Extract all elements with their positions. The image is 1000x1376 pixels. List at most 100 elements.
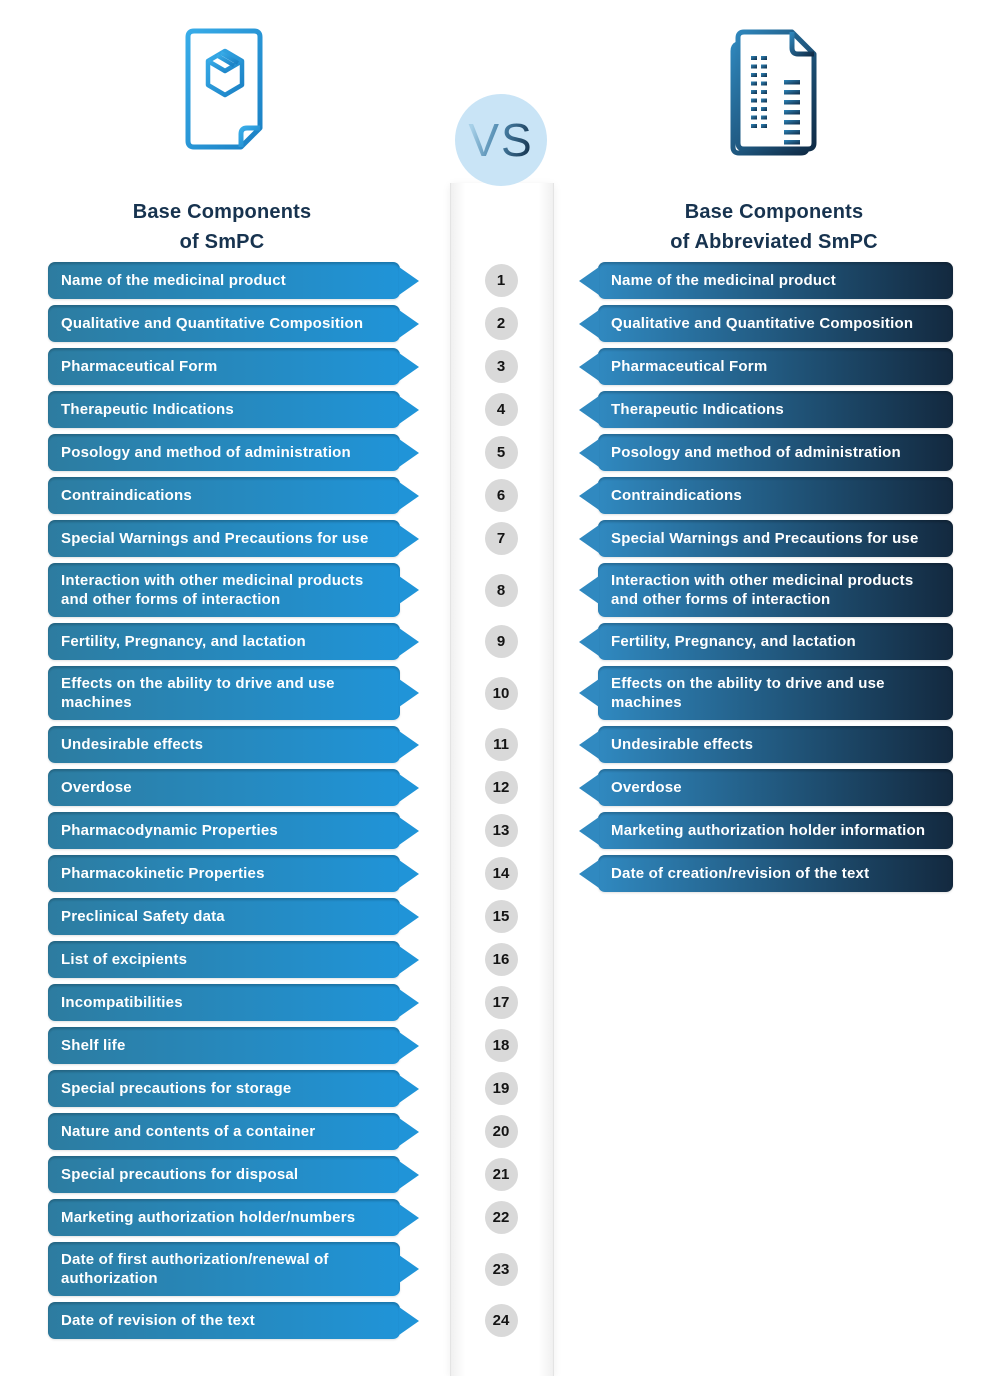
list-item-right-label: Special Warnings and Precautions for use — [611, 530, 919, 547]
list-item-left: Qualitative and Quantitative Composition — [48, 305, 400, 342]
list-item-right: Name of the medicinal product — [598, 262, 953, 299]
list-item-left-label: Nature and contents of a container — [61, 1123, 316, 1140]
row-number: 13 — [484, 814, 518, 847]
comparison-row: Effects on the ability to drive and use … — [0, 666, 1000, 720]
list-item-left-label: Fertility, Pregnancy, and lactation — [61, 633, 306, 650]
row-number: 22 — [484, 1201, 518, 1234]
list-item-left: Fertility, Pregnancy, and lactation — [48, 623, 400, 660]
list-item-left: Therapeutic Indications — [48, 391, 400, 428]
comparison-row: Contraindications 6 Contraindications — [0, 477, 1000, 514]
row-number: 8 — [484, 573, 518, 607]
row-number: 17 — [484, 986, 518, 1019]
comparison-row: Date of revision of the text 24 — [0, 1302, 1000, 1339]
list-item-right: Contraindications — [598, 477, 953, 514]
list-item-right: Qualitative and Quantitative Composition — [598, 305, 953, 342]
list-item-left: Special precautions for storage — [48, 1070, 400, 1107]
list-item-right-label: Interaction with other medicinal product… — [611, 572, 914, 608]
list-item-right: Date of creation/revision of the text — [598, 855, 953, 892]
list-item-left-label: Therapeutic Indications — [61, 401, 234, 418]
comparison-row: List of excipients 16 — [0, 941, 1000, 978]
list-item-left: Date of first authorization/renewal of a… — [48, 1242, 400, 1296]
list-item-left: List of excipients — [48, 941, 400, 978]
list-item-left-label: Overdose — [61, 779, 132, 796]
row-number: 1 — [484, 264, 518, 297]
comparison-row: Special precautions for storage 19 — [0, 1070, 1000, 1107]
list-item-left-label: Effects on the ability to drive and use … — [61, 675, 335, 711]
row-number: 10 — [484, 676, 518, 710]
left-column-title: Base Components of SmPC — [132, 201, 312, 253]
list-item-right-label: Effects on the ability to drive and use … — [611, 675, 885, 711]
list-item-left-label: Qualitative and Quantitative Composition — [61, 315, 364, 332]
comparison-row: Overdose 12 Overdose — [0, 769, 1000, 806]
row-number: 9 — [484, 625, 518, 658]
comparison-row: Pharmacokinetic Properties 14 Date of cr… — [0, 855, 1000, 892]
list-item-left-label: Contraindications — [61, 487, 192, 504]
list-item-right: Undesirable effects — [598, 726, 953, 763]
row-number: 20 — [484, 1115, 518, 1148]
list-item-left: Overdose — [48, 769, 400, 806]
list-item-right-label: Contraindications — [611, 487, 742, 504]
row-number: 6 — [484, 479, 518, 512]
list-item-left: Effects on the ability to drive and use … — [48, 666, 400, 720]
comparison-row: Therapeutic Indications 4 Therapeutic In… — [0, 391, 1000, 428]
list-item-left-label: Posology and method of administration — [61, 444, 351, 461]
list-item-right: Special Warnings and Precautions for use — [598, 520, 953, 557]
list-item-right: Interaction with other medicinal product… — [598, 563, 953, 617]
list-item-right: Effects on the ability to drive and use … — [598, 666, 953, 720]
row-number: 23 — [484, 1252, 518, 1286]
row-number: 18 — [484, 1029, 518, 1062]
list-item-right-label: Fertility, Pregnancy, and lactation — [611, 633, 856, 650]
comparison-row: Pharmaceutical Form 3 Pharmaceutical For… — [0, 348, 1000, 385]
comparison-row: Fertility, Pregnancy, and lactation 9 Fe… — [0, 623, 1000, 660]
comparison-row: Incompatibilities 17 — [0, 984, 1000, 1021]
list-item-left-label: Pharmacokinetic Properties — [61, 865, 265, 882]
row-number: 2 — [484, 307, 518, 340]
list-item-right: Fertility, Pregnancy, and lactation — [598, 623, 953, 660]
list-item-left: Pharmaceutical Form — [48, 348, 400, 385]
vs-label: VS — [468, 114, 534, 166]
list-item-left: Interaction with other medicinal product… — [48, 563, 400, 617]
comparison-row: Shelf life 18 — [0, 1027, 1000, 1064]
row-number: 12 — [484, 771, 518, 804]
list-item-left: Special Warnings and Precautions for use — [48, 520, 400, 557]
list-item-right-label: Undesirable effects — [611, 736, 754, 753]
list-item-left-label: Special precautions for storage — [61, 1080, 292, 1097]
row-number: 3 — [484, 350, 518, 383]
list-item-left: Contraindications — [48, 477, 400, 514]
comparison-rows: Name of the medicinal product 1 Name of … — [0, 262, 1000, 1345]
comparison-row: Date of first authorization/renewal of a… — [0, 1242, 1000, 1296]
right-column-title: Base Components of Abbreviated SmPC — [670, 201, 878, 253]
list-item-right-label: Pharmaceutical Form — [611, 358, 768, 375]
list-item-left: Special precautions for disposal — [48, 1156, 400, 1193]
list-item-left: Pharmacodynamic Properties — [48, 812, 400, 849]
comparison-row: Posology and method of administration 5 … — [0, 434, 1000, 471]
list-item-left-label: Interaction with other medicinal product… — [61, 572, 364, 608]
comparison-row: Special Warnings and Precautions for use… — [0, 520, 1000, 557]
list-item-left-label: Special precautions for disposal — [61, 1166, 299, 1183]
list-item-left: Nature and contents of a container — [48, 1113, 400, 1150]
list-item-left: Posology and method of administration — [48, 434, 400, 471]
list-item-left-label: Shelf life — [61, 1037, 126, 1054]
list-item-right-label: Date of creation/revision of the text — [611, 865, 870, 882]
list-item-right-label: Name of the medicinal product — [611, 272, 836, 289]
list-item-left-label: Pharmacodynamic Properties — [61, 822, 278, 839]
row-number: 11 — [484, 728, 518, 761]
row-number: 24 — [484, 1304, 518, 1337]
list-item-right-label: Therapeutic Indications — [611, 401, 784, 418]
list-item-left-label: Undesirable effects — [61, 736, 204, 753]
comparison-row: Special precautions for disposal 21 — [0, 1156, 1000, 1193]
list-item-left: Marketing authorization holder/numbers — [48, 1199, 400, 1236]
list-item-right: Posology and method of administration — [598, 434, 953, 471]
row-number: 15 — [484, 900, 518, 933]
list-item-left-label: Pharmaceutical Form — [61, 358, 218, 375]
list-item-left-label: Special Warnings and Precautions for use — [61, 530, 369, 547]
list-item-right: Marketing authorization holder informati… — [598, 812, 953, 849]
package-document-icon — [185, 28, 263, 150]
comparison-row: Undesirable effects 11 Undesirable effec… — [0, 726, 1000, 763]
list-item-left: Shelf life — [48, 1027, 400, 1064]
list-item-left-label: Preclinical Safety data — [61, 908, 225, 925]
comparison-row: Interaction with other medicinal product… — [0, 563, 1000, 617]
comparison-row: Marketing authorization holder/numbers 2… — [0, 1199, 1000, 1236]
comparison-row: Nature and contents of a container 20 — [0, 1113, 1000, 1150]
